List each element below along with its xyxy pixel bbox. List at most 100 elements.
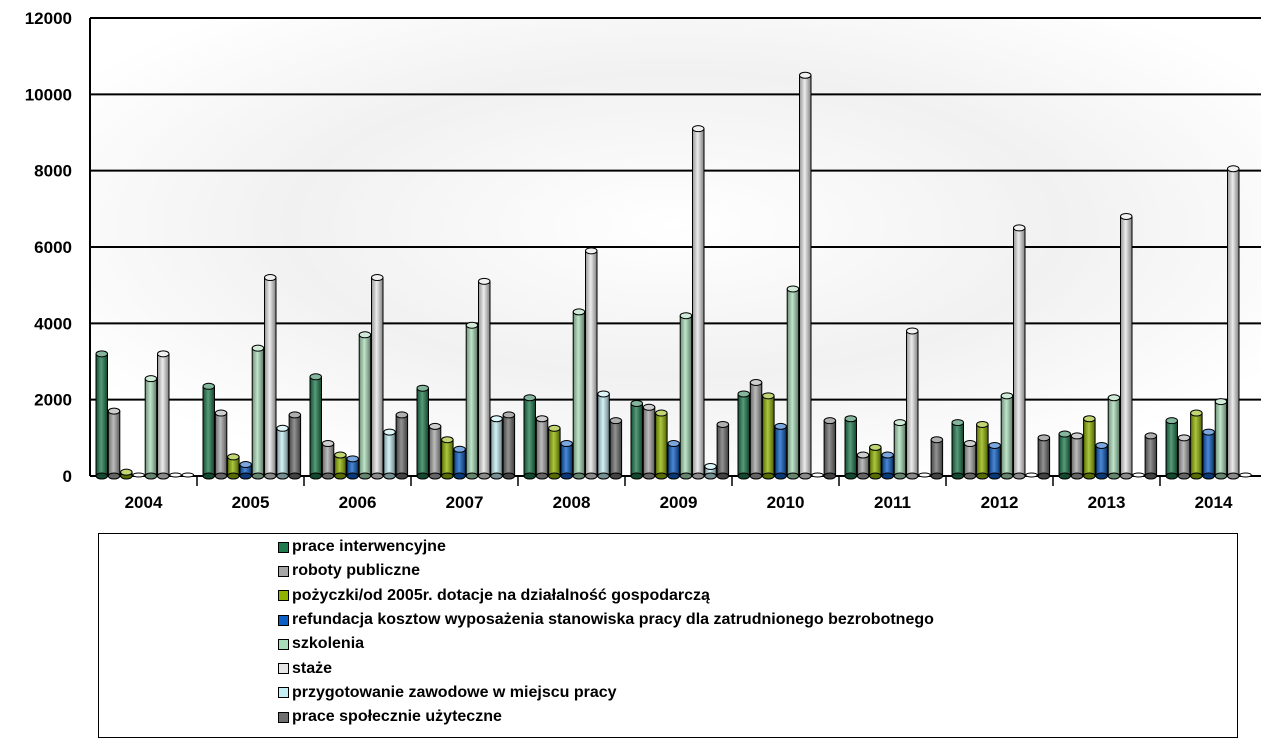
bar <box>465 321 479 480</box>
legend-item: przygotowanie zawodowe w miejscu pracy <box>278 681 934 705</box>
bar <box>132 472 145 478</box>
bar <box>251 344 265 480</box>
bar <box>597 390 610 480</box>
y-tick-label: 10000 <box>25 85 72 104</box>
bar <box>120 468 133 480</box>
bar <box>609 417 623 480</box>
bar <box>288 411 302 480</box>
legend-item: roboty publiczne <box>278 559 934 583</box>
bar <box>881 451 894 480</box>
legend-label: prace interwencyjne <box>292 538 446 556</box>
bar <box>214 409 228 480</box>
x-tick-label: 2012 <box>981 493 1019 512</box>
bar <box>383 428 396 480</box>
legend-label: roboty publiczne <box>292 562 420 580</box>
bar <box>416 384 429 480</box>
bar <box>227 453 240 480</box>
legend-label: prace społecznie użyteczne <box>292 708 502 726</box>
bar <box>692 125 705 480</box>
bar <box>844 415 857 480</box>
bar <box>490 415 503 480</box>
bar <box>655 409 668 480</box>
y-tick-label: 4000 <box>34 314 72 333</box>
legend-swatch <box>278 687 289 699</box>
bar <box>642 403 656 480</box>
legend-label: szkolenia <box>292 635 365 653</box>
bar <box>856 451 870 480</box>
legend-item: prace interwencyjne <box>278 535 934 559</box>
x-tick-label: 2014 <box>1195 493 1233 512</box>
bar <box>786 285 800 480</box>
x-axis: 2004 2005 2006 2007 2008 2009 2010 2011 2012 2013… <box>125 476 1233 512</box>
bar <box>976 420 989 480</box>
bar <box>169 472 182 478</box>
bar <box>585 247 598 480</box>
legend-item: pożyczki/od 2005r. dotacje na działalnoś… <box>278 584 934 608</box>
x-tick-label: 2006 <box>339 493 377 512</box>
bar <box>679 312 693 480</box>
legend-swatch <box>278 541 289 553</box>
bar <box>478 277 491 480</box>
legend-swatch <box>278 590 289 602</box>
bar <box>630 399 643 480</box>
bar <box>1025 472 1038 478</box>
bar <box>918 472 931 478</box>
x-tick-label: 2010 <box>767 493 805 512</box>
bar <box>202 382 215 480</box>
bar <box>548 424 561 480</box>
bar <box>1058 430 1071 480</box>
bar <box>264 274 277 480</box>
legend-label: refundacja kosztow wyposażenia stanowisk… <box>292 611 934 629</box>
bar <box>144 375 158 480</box>
bar <box>799 71 812 480</box>
bar <box>1083 415 1096 480</box>
bar <box>1095 441 1108 480</box>
bar <box>930 436 944 480</box>
bar <box>181 472 195 478</box>
bar <box>395 411 409 480</box>
bar <box>1190 409 1203 480</box>
bar <box>1144 432 1158 480</box>
bar <box>334 451 347 480</box>
bar <box>963 440 977 480</box>
bar <box>951 419 964 480</box>
y-tick-label: 6000 <box>34 238 72 257</box>
bar <box>737 390 750 480</box>
bar <box>893 419 907 480</box>
legend-swatch <box>278 638 289 650</box>
y-tick-label: 2000 <box>34 391 72 410</box>
x-tick-label: 2011 <box>874 493 911 512</box>
bars <box>95 71 1252 480</box>
bar <box>716 420 730 480</box>
bar <box>1037 434 1051 480</box>
legend-label: przygotowanie zawodowe w miejscu pracy <box>292 683 617 701</box>
bar <box>428 422 442 480</box>
bar <box>1120 212 1133 480</box>
bar <box>560 440 573 480</box>
bar <box>107 407 121 480</box>
bar <box>346 455 359 480</box>
bar <box>823 417 837 480</box>
bar <box>1239 472 1252 478</box>
bar <box>988 441 1001 480</box>
bar <box>309 373 322 480</box>
bar <box>749 378 763 480</box>
x-tick-label: 2007 <box>446 493 484 512</box>
legend-swatch <box>278 663 289 675</box>
bar <box>371 274 384 480</box>
legend-swatch <box>278 565 289 577</box>
bar <box>869 443 882 480</box>
legend-item: staże <box>278 656 934 680</box>
bar <box>774 422 787 480</box>
legend-swatch <box>278 711 289 723</box>
bar <box>1202 428 1215 480</box>
bar <box>358 331 372 480</box>
x-tick-label: 2004 <box>125 493 163 512</box>
legend-label: staże <box>292 659 333 677</box>
bar <box>157 350 170 480</box>
bar <box>1107 394 1121 480</box>
bar <box>453 445 466 480</box>
legend-label: pożyczki/od 2005r. dotacje na działalnoś… <box>292 586 710 604</box>
x-tick-label: 2005 <box>232 493 270 512</box>
